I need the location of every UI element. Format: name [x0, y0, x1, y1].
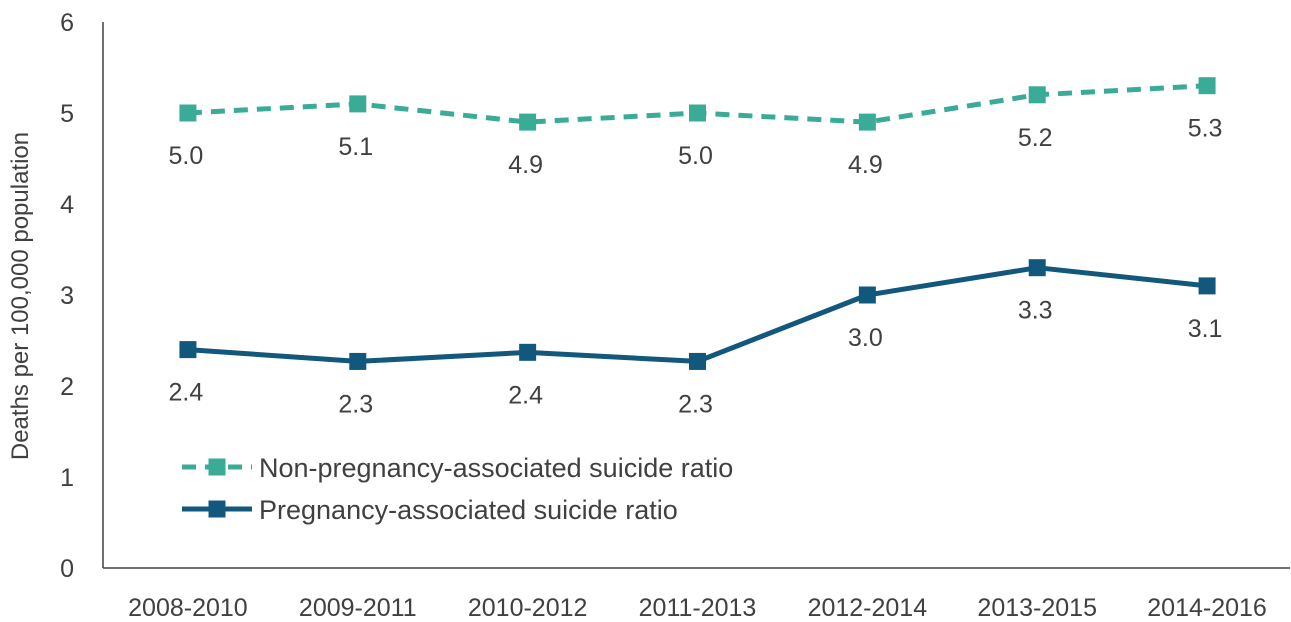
legend-label: Non-pregnancy-associated suicide ratio — [259, 453, 733, 483]
data-label: 5.3 — [1188, 115, 1223, 143]
data-label: 2.3 — [338, 390, 373, 418]
data-label: 2.4 — [508, 381, 543, 409]
x-tick-label: 2010-2012 — [468, 594, 588, 622]
data-point — [179, 104, 197, 122]
y-tick-label: 5 — [60, 100, 74, 128]
data-label: 3.0 — [848, 324, 883, 352]
legend-marker-swatch — [208, 500, 226, 518]
data-point — [1198, 277, 1216, 295]
series-2: 2.4 2.3 2.4 2.3 3.0 3.3 3.1 — [169, 259, 1223, 418]
y-axis-title: Deaths per 100,000 population — [7, 132, 34, 460]
series-line — [187, 265, 1208, 364]
series-1: 5.0 5.1 4.9 5.0 4.9 5.2 5.3 — [169, 77, 1223, 179]
data-point — [519, 343, 537, 361]
chart-axes — [102, 22, 1290, 569]
x-tick-label: 2009-2011 — [299, 594, 417, 622]
data-label: 2.3 — [678, 390, 713, 418]
data-label: 3.3 — [1018, 297, 1053, 325]
y-axis-ticks: 0 1 2 3 4 5 6 — [60, 9, 74, 583]
data-point — [689, 104, 706, 122]
data-point — [179, 341, 197, 359]
data-point — [858, 286, 876, 304]
data-label: 5.0 — [678, 142, 713, 170]
data-label: 5.1 — [338, 133, 373, 161]
data-label: 2.4 — [169, 379, 204, 407]
data-point — [349, 352, 367, 370]
data-label: 4.9 — [508, 151, 543, 179]
data-point — [858, 113, 876, 131]
y-tick-label: 1 — [60, 464, 74, 492]
x-axis-ticks: 2008-2010 2009-2011 2010-2012 2011-2013 2012… — [128, 594, 1267, 622]
data-point — [519, 113, 537, 131]
data-point — [1028, 259, 1046, 277]
series-layer: 5.0 5.1 4.9 5.0 4.9 5.2 5.3 2.4 2.3 2.4 2.3 3.0 3.3 3… — [169, 77, 1223, 418]
legend: Non-pregnancy-associated suicide ratio Pr… — [182, 453, 733, 525]
x-tick-label: 2008-2010 — [128, 594, 248, 622]
y-tick-label: 6 — [60, 9, 74, 37]
y-tick-label: 2 — [60, 373, 74, 401]
data-point — [349, 95, 367, 113]
x-tick-label: 2011-2013 — [639, 594, 757, 622]
legend-marker-swatch — [208, 458, 226, 476]
legend-label: Pregnancy-associated suicide ratio — [259, 495, 678, 525]
x-tick-label: 2013-2015 — [977, 594, 1097, 622]
data-point — [1198, 77, 1216, 95]
x-tick-label: 2014-2016 — [1147, 594, 1267, 622]
data-label: 5.0 — [169, 142, 204, 170]
data-label: 4.9 — [848, 151, 883, 179]
data-label: 3.1 — [1188, 315, 1223, 343]
data-point — [689, 352, 706, 370]
data-point — [1028, 86, 1046, 104]
y-tick-label: 4 — [60, 191, 74, 219]
y-tick-label: 0 — [60, 555, 74, 583]
legend-item: Pregnancy-associated suicide ratio — [182, 495, 678, 525]
data-label: 5.2 — [1018, 124, 1053, 152]
x-tick-label: 2012-2014 — [808, 594, 928, 622]
y-tick-label: 3 — [60, 282, 74, 310]
legend-item: Non-pregnancy-associated suicide ratio — [182, 453, 733, 483]
